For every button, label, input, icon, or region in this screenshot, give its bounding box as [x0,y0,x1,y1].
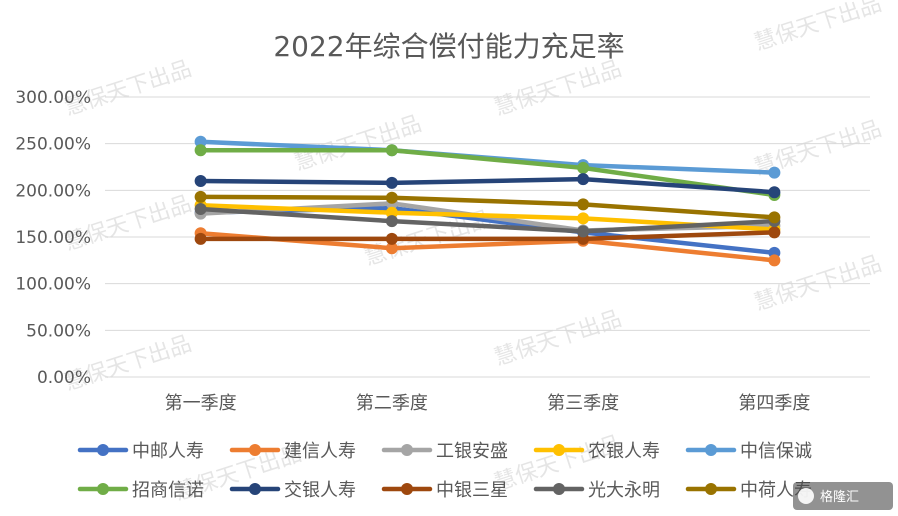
legend-item: 建信人寿 [229,441,356,462]
legend-label: 中银三星 [436,480,508,501]
brand-logo-icon [798,488,814,504]
y-tick-label: 50.00% [26,321,91,341]
series-line [198,203,777,232]
legend-swatch-marker [553,483,565,495]
legend-item: 交银人寿 [229,480,356,501]
legend-label: 交银人寿 [284,480,356,501]
data-point [768,226,781,239]
legend-swatch-marker [401,444,413,456]
watermark-text: 慧保天下出品 [491,57,624,122]
x-tick-label: 第一季度 [165,393,237,414]
series-line [198,147,777,198]
legend-item: 农银人寿 [533,441,660,462]
x-axis: 第一季度 第二季度 第三季度 第四季度 [165,393,811,414]
data-point [385,191,398,204]
brand-badge-bg [793,482,893,510]
legend-swatch-marker [97,483,109,495]
series-line [198,194,777,220]
data-point [577,225,590,238]
legend-swatch-marker [249,483,261,495]
data-point [385,242,398,255]
y-tick-label: 300.00% [15,88,91,108]
data-point [577,212,590,225]
legend-swatch-marker [553,444,565,456]
series-layer [194,135,781,267]
data-point [194,135,207,148]
legend-swatch-marker [97,444,109,456]
series-交银人寿 [194,173,781,199]
data-point [577,161,590,174]
legend-item: 工银安盛 [381,441,508,462]
series-招商信诺 [194,144,781,201]
series-中银三星 [194,226,781,245]
data-point [385,144,398,157]
data-point [577,173,590,186]
legend-label: 招商信诺 [132,480,204,501]
legend-item: 中银三星 [381,480,508,501]
y-tick-label: 250.00% [15,135,91,155]
data-point [385,206,398,219]
y-tick-label: 0.00% [37,368,91,388]
legend-label: 光大永明 [588,480,660,501]
series-line [198,206,777,234]
legend-label: 农银人寿 [588,441,660,462]
data-point [768,166,781,179]
data-point [385,176,398,189]
legend-label: 中信保诚 [740,441,812,462]
data-point [768,186,781,199]
series-line [198,176,777,195]
y-tick-label: 100.00% [15,275,91,295]
watermark-text: 慧保天下出品 [491,307,624,372]
legend-swatch-marker [705,444,717,456]
series-line [198,230,777,242]
legend-label: 工银安盛 [436,441,508,462]
data-point [194,175,207,187]
data-point [194,190,207,203]
data-point [385,232,398,245]
legend-label: 建信人寿 [284,441,356,462]
series-中荷人寿 [194,190,781,224]
x-tick-label: 第四季度 [738,393,810,414]
data-point [194,203,207,215]
legend-swatch-marker [401,483,413,495]
legend-item: 招商信诺 [77,480,204,501]
chart-title: 2022年综合偿付能力充足率 [273,30,624,63]
data-point [194,232,207,245]
data-point [194,144,207,157]
data-point [768,211,781,224]
x-tick-label: 第二季度 [356,393,428,414]
x-tick-label: 第三季度 [547,393,619,414]
y-tick-label: 200.00% [15,181,91,201]
data-point [577,198,590,211]
brand-text: 格隆汇 [820,489,859,505]
data-point [768,254,781,267]
watermark-text: 慧保天下出品 [751,0,884,56]
y-axis: 0.00% 50.00% 100.00% 150.00% 200.00% 250.00% 3… [15,88,91,388]
data-point [385,215,398,228]
y-tick-label: 150.00% [15,228,91,248]
legend-swatch-marker [249,444,261,456]
brand-badge: 格隆汇 [793,482,893,510]
legend-swatch-marker [705,483,717,495]
legend-item: 光大永明 [533,480,660,501]
legend-label: 中邮人寿 [132,441,204,462]
legend-item: 中信保诚 [685,441,812,462]
legend-item: 中邮人寿 [77,441,204,462]
series-光大永明 [194,203,781,238]
